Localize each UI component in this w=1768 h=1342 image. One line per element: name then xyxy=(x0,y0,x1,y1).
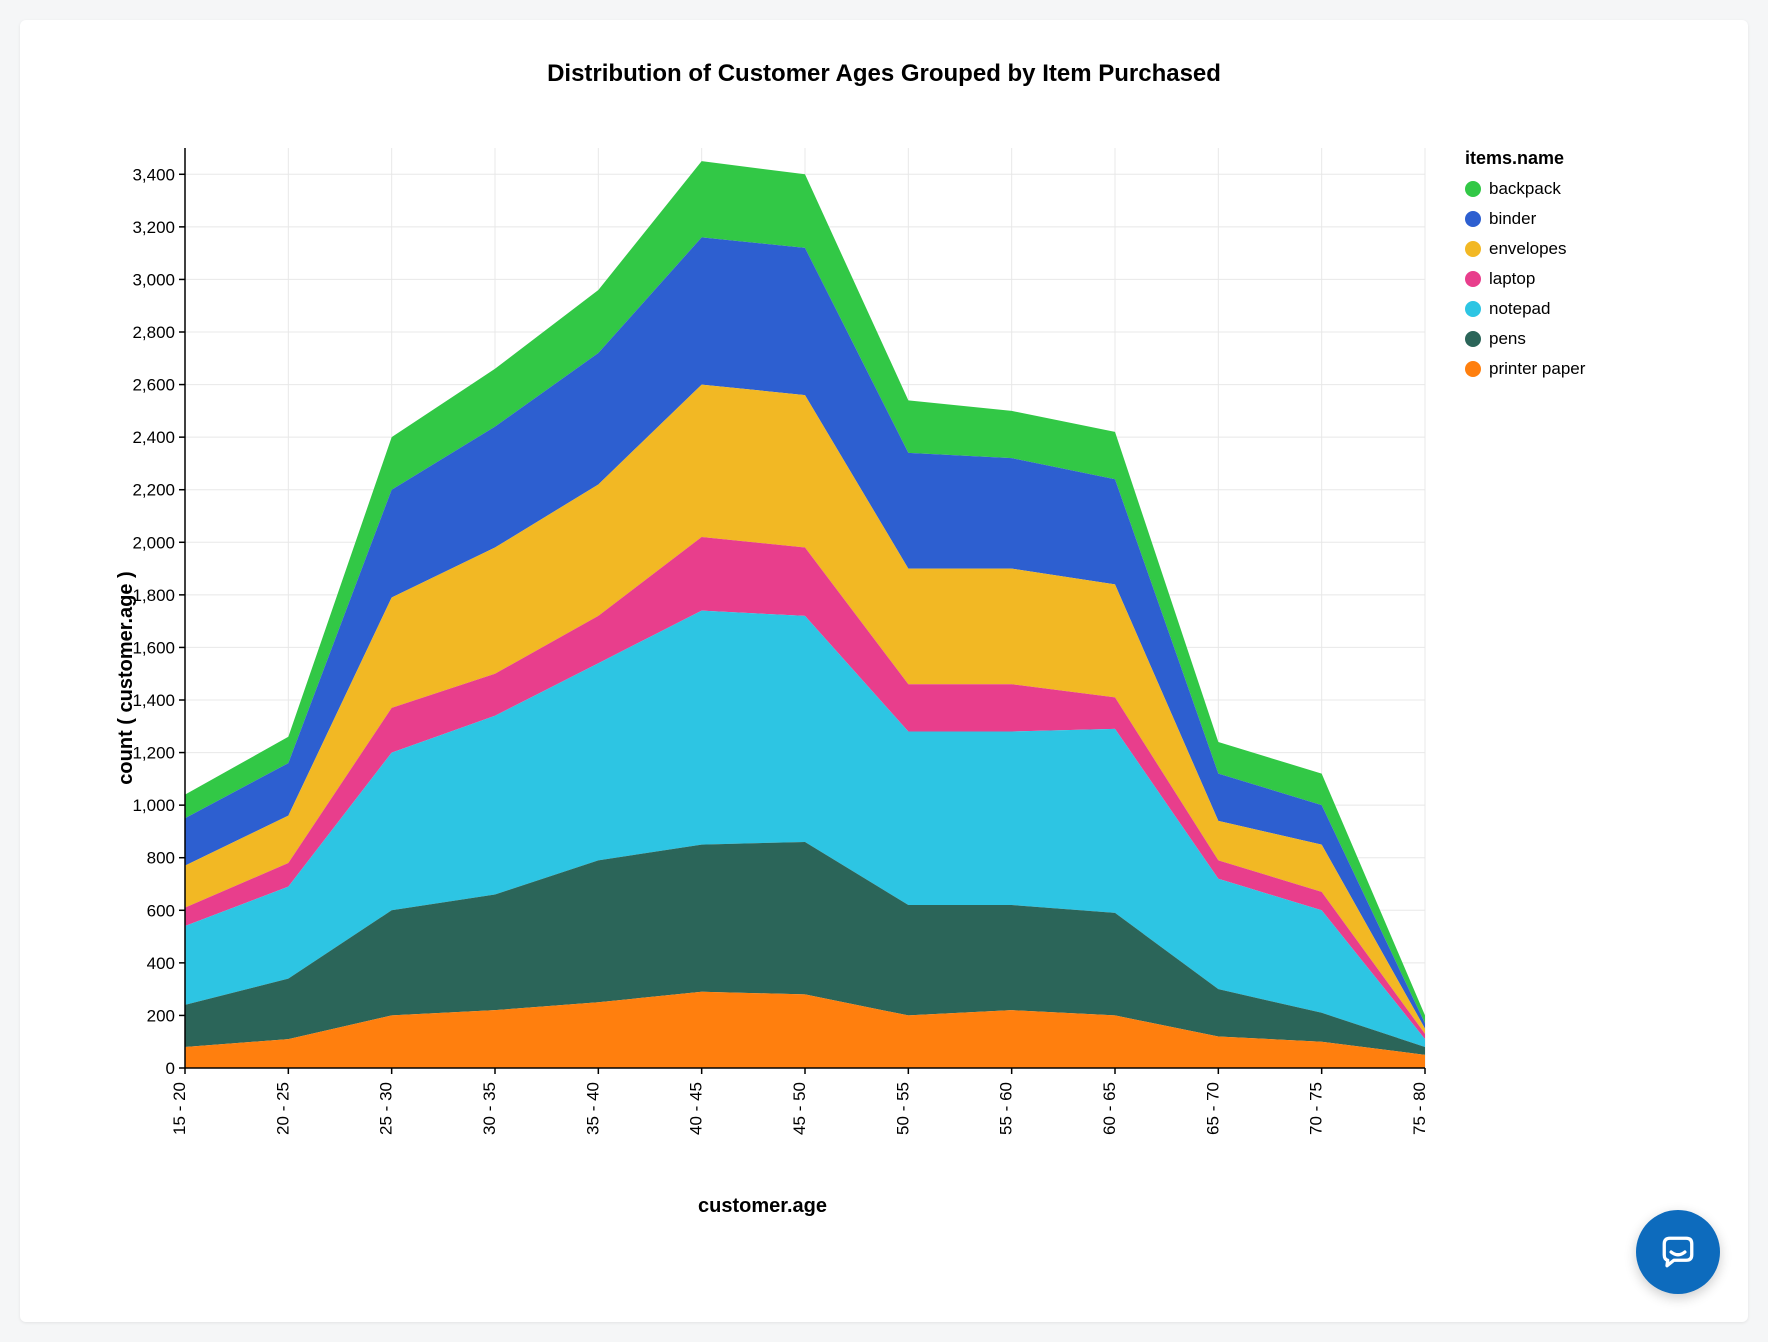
xtick-label: 25 - 30 xyxy=(377,1082,396,1135)
legend-item[interactable]: notepad xyxy=(1465,299,1585,319)
ytick-label: 3,000 xyxy=(132,270,175,289)
legend-label: printer paper xyxy=(1489,359,1585,379)
legend-label: binder xyxy=(1489,209,1536,229)
ytick-label: 200 xyxy=(147,1006,175,1025)
xtick-label: 20 - 25 xyxy=(273,1082,292,1135)
ytick-label: 600 xyxy=(147,901,175,920)
legend-swatch xyxy=(1465,211,1481,227)
ytick-label: 1,000 xyxy=(132,796,175,815)
xtick-label: 55 - 60 xyxy=(997,1082,1016,1135)
legend-item[interactable]: printer paper xyxy=(1465,359,1585,379)
chat-icon xyxy=(1656,1230,1700,1274)
stacked-area-chart: 0 200 400 600 800 1,000 1,200 1,400 1,600 1,800 2,… xyxy=(90,138,1435,1178)
ytick-label: 400 xyxy=(147,954,175,973)
legend-label: envelopes xyxy=(1489,239,1567,259)
legend-item[interactable]: binder xyxy=(1465,209,1585,229)
chart-wrap: count ( customer.age ) 0 200 400 600 800 1,00… xyxy=(50,138,1718,1218)
chart-card: Distribution of Customer Ages Grouped by… xyxy=(20,20,1748,1322)
xtick-label: 75 - 80 xyxy=(1410,1082,1429,1135)
ytick-label: 3,400 xyxy=(132,165,175,184)
legend-item[interactable]: envelopes xyxy=(1465,239,1585,259)
ytick-label: 800 xyxy=(147,849,175,868)
ytick-label: 0 xyxy=(166,1059,175,1078)
xtick-label: 15 - 20 xyxy=(170,1082,189,1135)
ytick-label: 1,400 xyxy=(132,691,175,710)
legend-item[interactable]: pens xyxy=(1465,329,1585,349)
xtick-label: 30 - 35 xyxy=(480,1082,499,1135)
legend-label: laptop xyxy=(1489,269,1535,289)
ytick-label: 2,800 xyxy=(132,323,175,342)
legend-swatch xyxy=(1465,301,1481,317)
legend-swatch xyxy=(1465,361,1481,377)
ytick-label: 2,000 xyxy=(132,533,175,552)
ytick-label: 2,200 xyxy=(132,481,175,500)
legend-item[interactable]: backpack xyxy=(1465,179,1585,199)
xtick-label: 35 - 40 xyxy=(583,1082,602,1135)
legend-swatch xyxy=(1465,181,1481,197)
legend-swatch xyxy=(1465,331,1481,347)
legend-swatch xyxy=(1465,271,1481,287)
ytick-label: 1,600 xyxy=(132,638,175,657)
legend-label: pens xyxy=(1489,329,1526,349)
legend-swatch xyxy=(1465,241,1481,257)
legend-item[interactable]: laptop xyxy=(1465,269,1585,289)
xtick-label: 45 - 50 xyxy=(790,1082,809,1135)
xtick-label: 65 - 70 xyxy=(1203,1082,1222,1135)
chart-title: Distribution of Customer Ages Grouped by… xyxy=(50,60,1718,88)
ytick-label: 2,600 xyxy=(132,376,175,395)
y-axis-label: count ( customer.age ) xyxy=(115,571,138,784)
legend: items.name backpack binder envelopes laptop… xyxy=(1465,138,1585,389)
xtick-label: 50 - 55 xyxy=(893,1082,912,1135)
legend-label: backpack xyxy=(1489,179,1561,199)
legend-label: notepad xyxy=(1489,299,1550,319)
ytick-label: 2,400 xyxy=(132,428,175,447)
xtick-label: 40 - 45 xyxy=(687,1082,706,1135)
ytick-label: 1,200 xyxy=(132,744,175,763)
chat-button[interactable] xyxy=(1636,1210,1720,1294)
x-axis-label: customer.age xyxy=(90,1195,1435,1218)
ytick-label: 3,200 xyxy=(132,218,175,237)
plot-area: count ( customer.age ) 0 200 400 600 800 1,00… xyxy=(90,138,1435,1218)
xtick-label: 60 - 65 xyxy=(1100,1082,1119,1135)
legend-title: items.name xyxy=(1465,148,1585,169)
xtick-label: 70 - 75 xyxy=(1307,1082,1326,1135)
ytick-label: 1,800 xyxy=(132,586,175,605)
